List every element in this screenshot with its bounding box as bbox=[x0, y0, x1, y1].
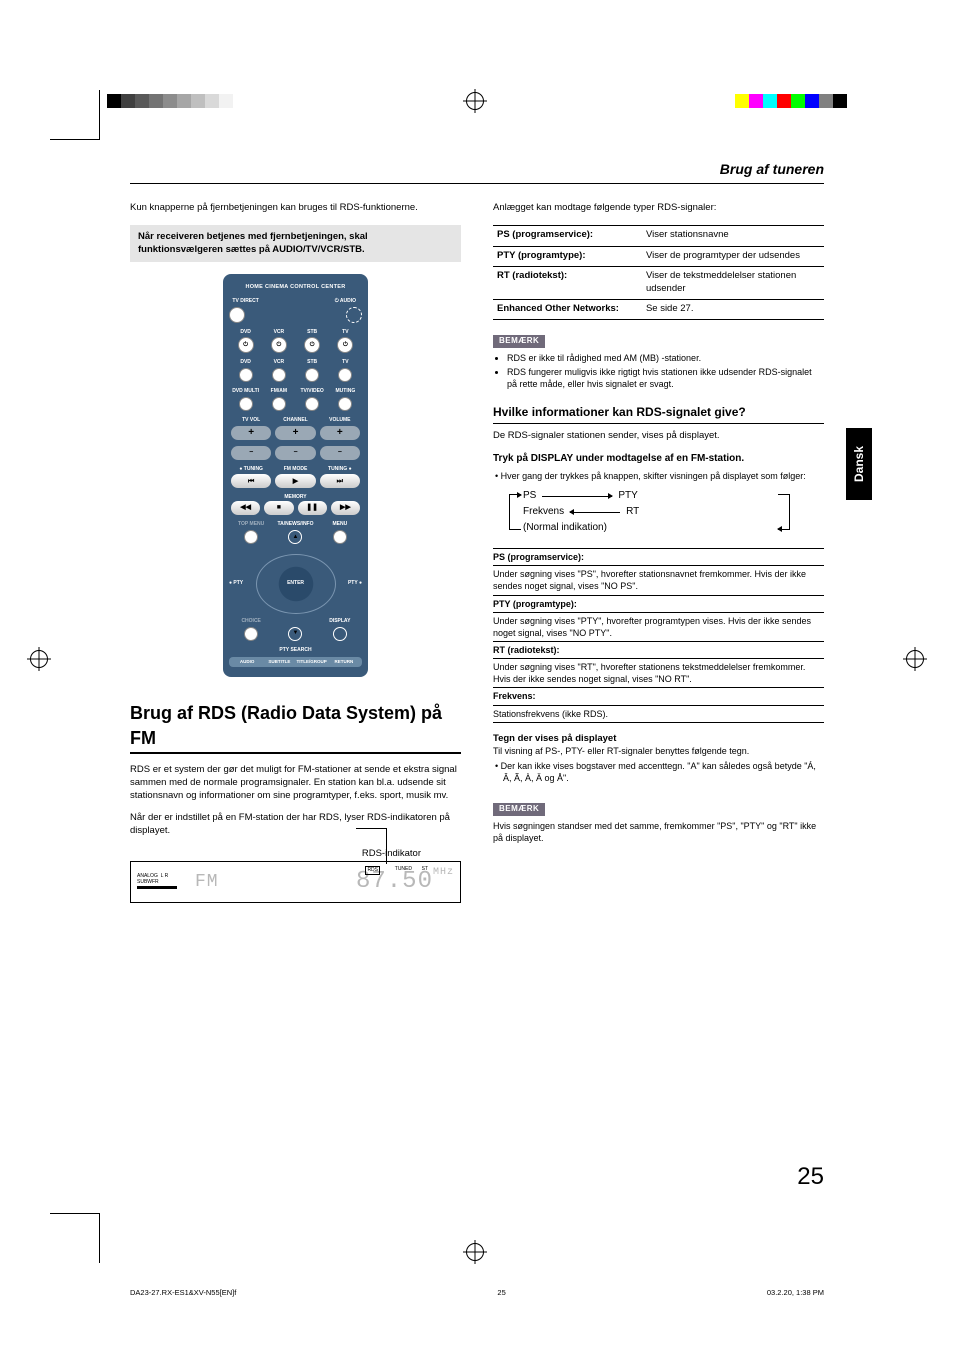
display-flow-diagram: PS PTY Frekvens RT (Normal indikation) bbox=[523, 488, 824, 536]
section-heading: Brug af RDS (Radio Data System) på FM bbox=[130, 701, 461, 754]
page-content: Brug af tuneren Dansk Kun knapperne på f… bbox=[130, 160, 824, 1193]
tv-direct-button bbox=[229, 307, 245, 323]
chars-heading: Tegn der vises på displayet bbox=[493, 733, 824, 746]
ff-button: ▶▶ bbox=[331, 501, 360, 515]
colorbar-process bbox=[735, 94, 847, 108]
crop-bottom-left bbox=[50, 1213, 100, 1263]
prev-button: ⏮ bbox=[231, 474, 271, 488]
display-button bbox=[333, 627, 347, 641]
signal-table: PS (programservice):Viser stationsnavne … bbox=[493, 225, 824, 321]
audio-power-button bbox=[346, 307, 362, 323]
play-button: ▶ bbox=[275, 474, 315, 488]
body-text: RDS er et system der gør det muligt for … bbox=[130, 764, 461, 802]
page-header: Brug af tuneren bbox=[130, 160, 824, 184]
callout-line bbox=[386, 852, 387, 864]
subsection-heading: Hvilke informationer kan RDS-signalet gi… bbox=[493, 404, 824, 423]
body-text: Når der er indstillet på en FM-station d… bbox=[130, 812, 461, 838]
colorbar-grayscale bbox=[107, 94, 247, 108]
remote-bottom-strip: AUDIO SUBTITLE TITLE/GROUP RETURN bbox=[229, 657, 362, 667]
note-list: RDS er ikke til rådighed med AM (MB) -st… bbox=[493, 352, 824, 390]
note-label: BEMÆRK bbox=[493, 803, 545, 816]
remote-illustration: HOME CINEMA CONTROL CENTER TV DIRECT⏻ AU… bbox=[223, 274, 368, 677]
right-column: Anlægget kan modtage følgende typer RDS-… bbox=[493, 202, 824, 903]
stop-button: ■ bbox=[264, 501, 293, 515]
page-number: 25 bbox=[797, 1161, 824, 1193]
registration-mark bbox=[30, 650, 48, 668]
intro-text: Kun knapperne på fjernbetjeningen kan br… bbox=[130, 202, 461, 215]
registration-mark bbox=[906, 650, 924, 668]
language-tab: Dansk bbox=[846, 428, 872, 500]
definitions-table: PS (programservice): Under søgning vises… bbox=[493, 548, 824, 723]
registration-mark bbox=[466, 1243, 484, 1261]
crop-top-left bbox=[50, 90, 100, 140]
note-label: BEMÆRK bbox=[493, 335, 545, 348]
footer: DA23-27.RX-ES1&XV-N55[EN]f 25 03.2.20, 1… bbox=[130, 1288, 824, 1297]
attention-box: Når receiveren betjenes med fjernbetjeni… bbox=[130, 225, 461, 263]
registration-mark bbox=[466, 92, 484, 110]
next-button: ⏭ bbox=[320, 474, 360, 488]
pause-button: ❚❚ bbox=[298, 501, 327, 515]
dpad bbox=[256, 554, 336, 614]
rew-button: ◀◀ bbox=[231, 501, 260, 515]
rds-icon: RDS bbox=[365, 866, 380, 875]
display-panel: ANALOG L R SUBWFR FM RDS TUNED ST 87.50M… bbox=[130, 861, 461, 903]
left-column: Kun knapperne på fjernbetjeningen kan br… bbox=[130, 202, 461, 903]
step-text: Tryk på DISPLAY under modtagelse af en F… bbox=[493, 452, 824, 466]
